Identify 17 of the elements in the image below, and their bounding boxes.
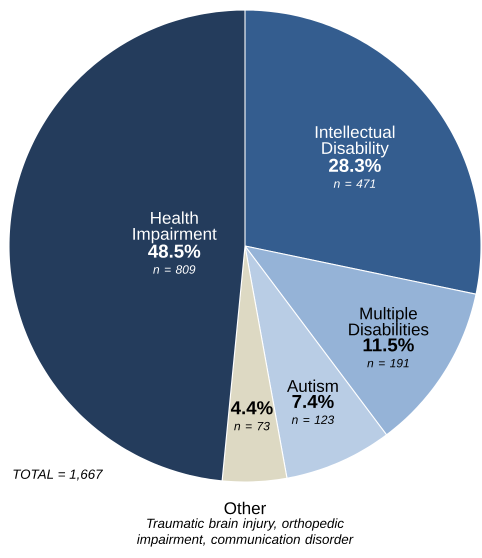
- text: n = 73: [234, 422, 270, 430]
- text: n = 471: [334, 180, 376, 188]
- text: Traumatic brain injury, orthopedic impairment, communication disorder: [137, 518, 354, 547]
- data-label: 11.5%: [364, 338, 414, 352]
- slice-label: Autism: [287, 380, 338, 392]
- slice-label: Other: [224, 502, 266, 514]
- slice-label: Intellectual Disability: [316, 126, 395, 158]
- data-label: 4.4%: [231, 401, 273, 414]
- text: n = 809: [153, 265, 196, 274]
- data-label: 48.5%: [148, 244, 200, 258]
- data-label: 7.4%: [292, 394, 334, 408]
- text: TOTAL = 1,667: [14, 469, 104, 481]
- text: n = 123: [292, 415, 334, 424]
- data-label: 28.3%: [329, 158, 382, 172]
- text: n = 191: [368, 358, 409, 368]
- slice-label: Multiple Disabilities: [349, 306, 429, 336]
- slice-label: Health Impairment: [134, 211, 217, 244]
